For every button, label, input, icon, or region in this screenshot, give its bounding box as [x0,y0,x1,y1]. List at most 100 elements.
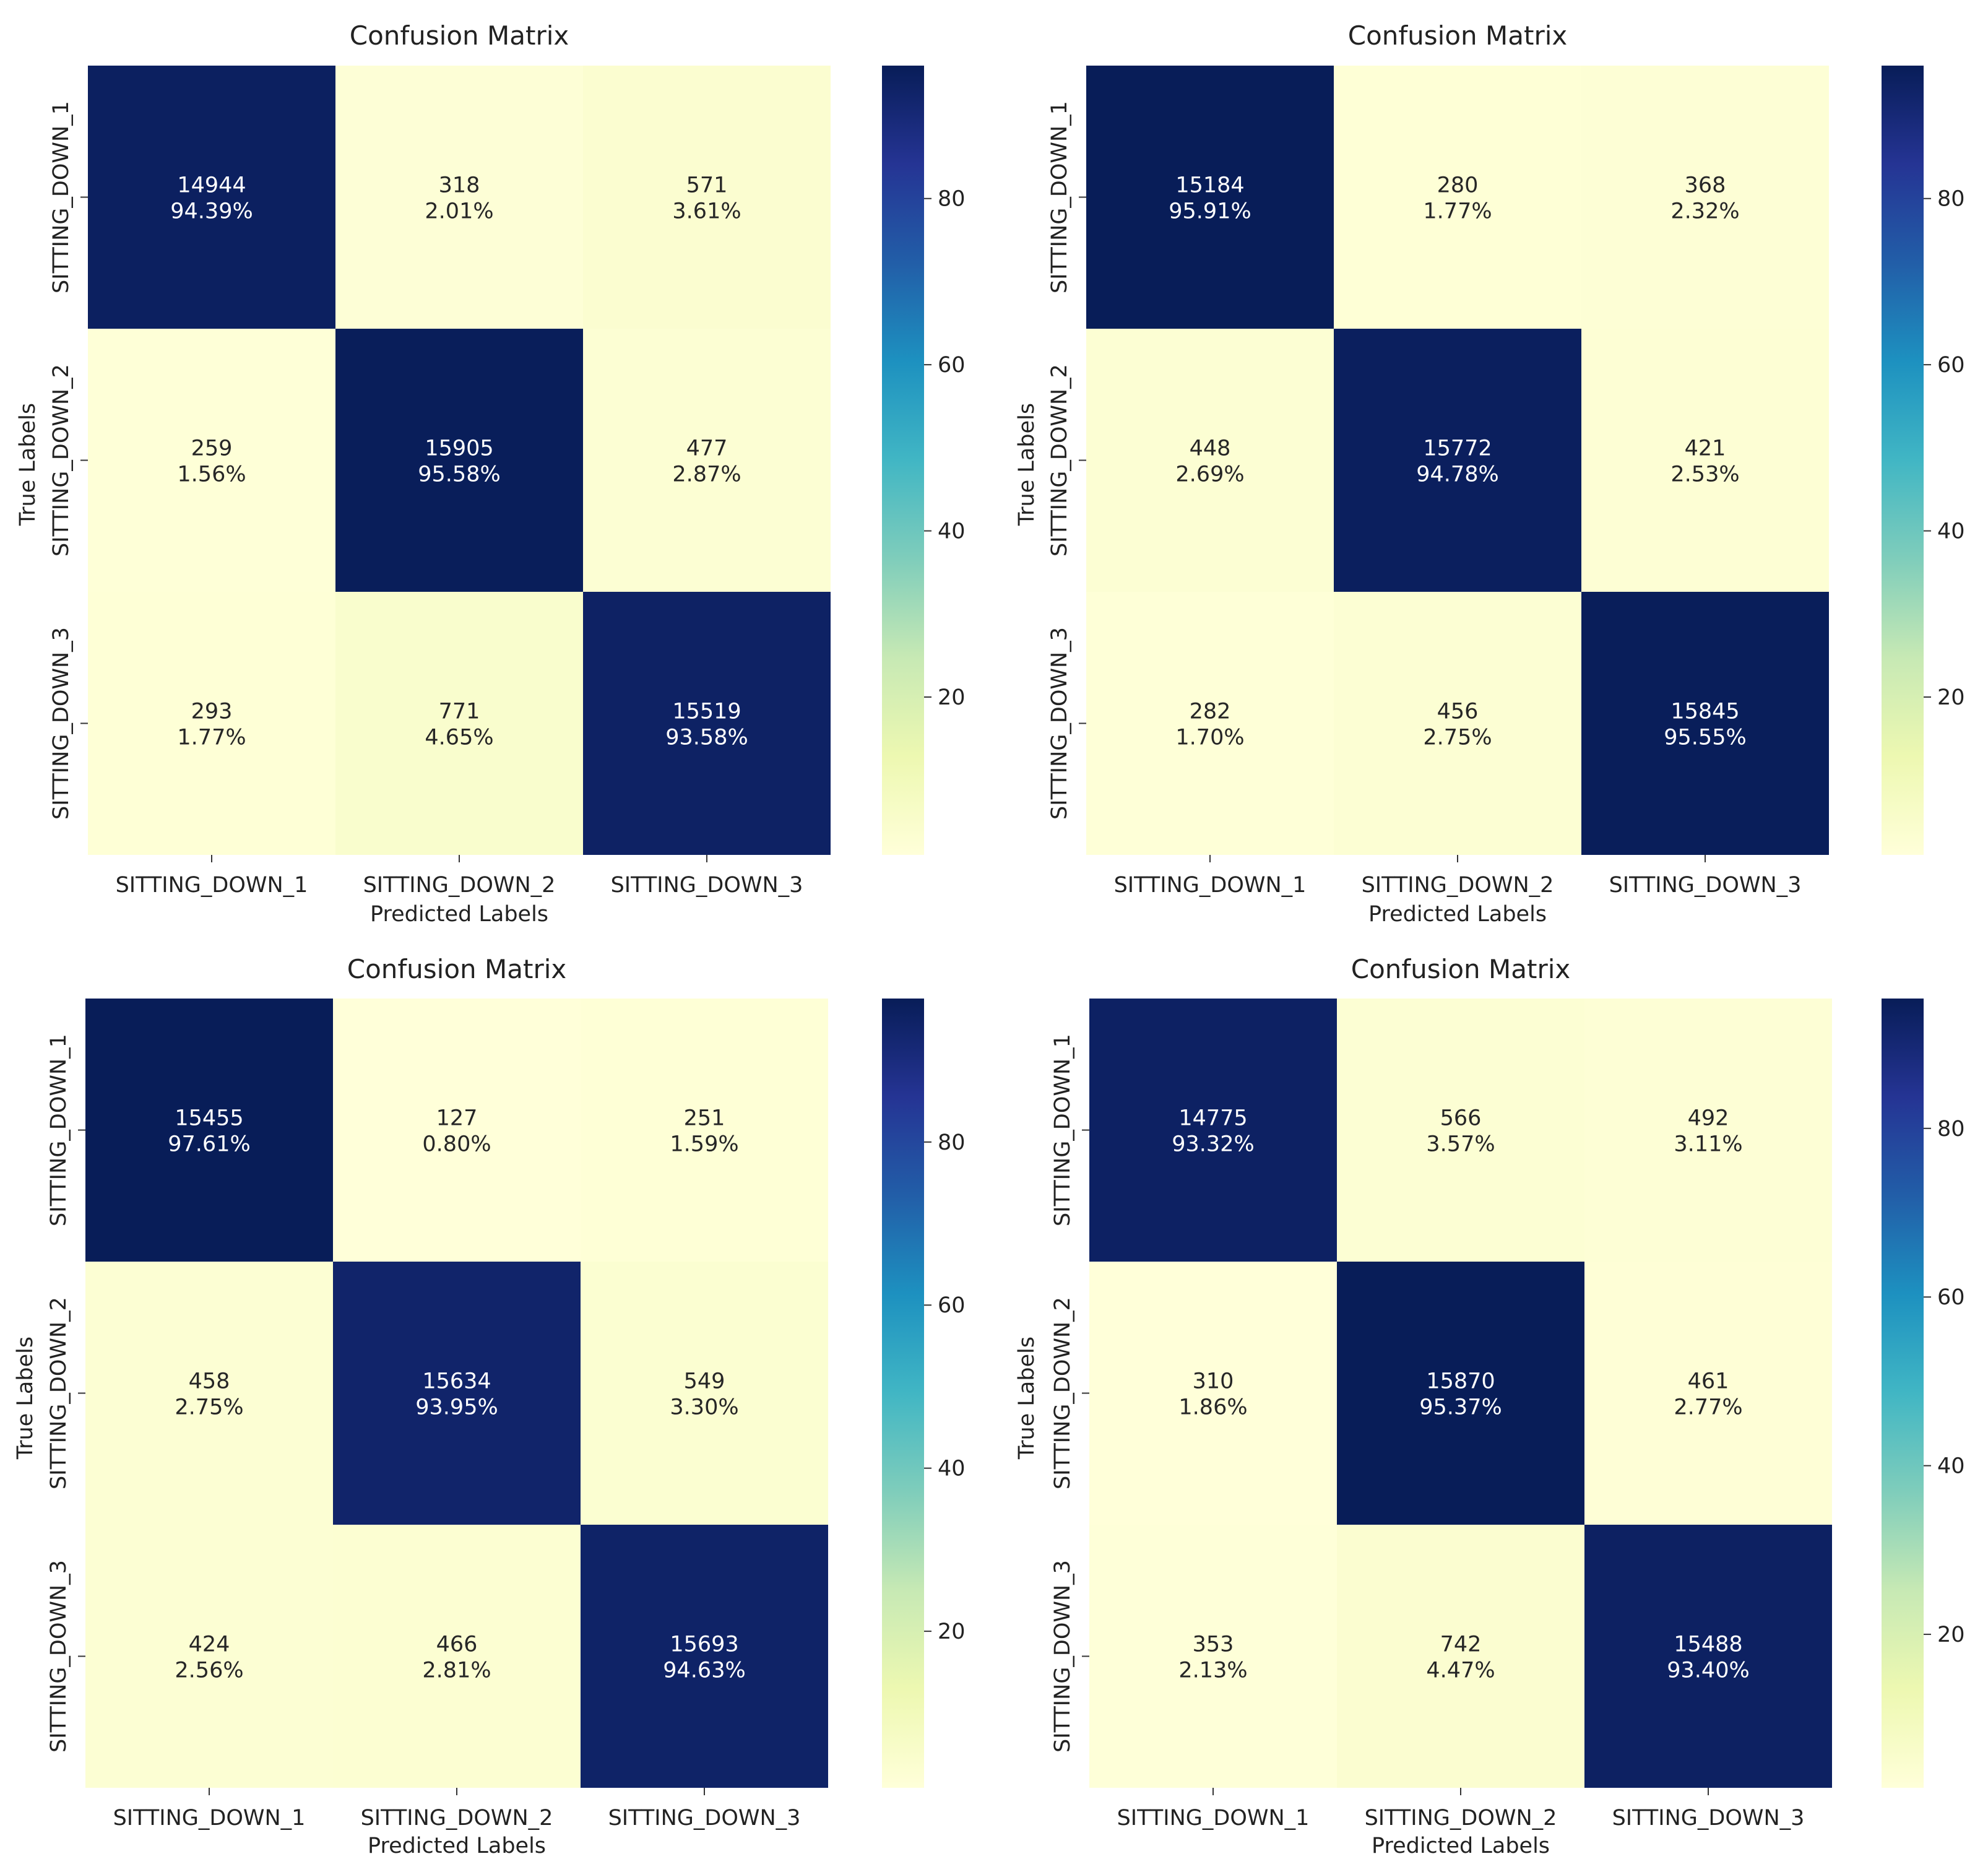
cell-count-label: 15488 [1674,1632,1742,1657]
heatmap-cell [335,66,583,329]
cell-percent-label: 3.61% [672,199,741,224]
cell-count-label: 259 [191,436,233,461]
colorbar-tick-label: 40 [1937,519,1965,544]
y-tick-label: SITTING_DOWN_3 [46,1560,71,1753]
cell-percent-label: 2.53% [1670,462,1739,487]
x-tick-label: SITTING_DOWN_3 [1612,1806,1805,1831]
y-tick-label: SITTING_DOWN_1 [1050,1034,1075,1226]
heatmap-cell [1089,999,1337,1262]
cell-count-label: 571 [686,173,728,198]
cell-percent-label: 1.86% [1178,1395,1247,1420]
cell-count-label: 461 [1688,1369,1729,1394]
heatmap-cell [1581,329,1829,592]
colorbar-tick-label: 80 [938,1130,966,1155]
cell-count-label: 310 [1193,1369,1234,1394]
heatmap-cell [1334,592,1581,855]
x-axis-label: Predicted Labels [370,902,548,927]
cell-count-label: 742 [1440,1632,1482,1657]
heatmap-cell [85,1525,333,1788]
cell-percent-label: 2.81% [422,1658,491,1683]
heatmap-cell [583,66,831,329]
colorbar-tick-label: 80 [1937,1117,1965,1142]
colorbar-tick-label: 20 [938,685,966,710]
cell-percent-label: 95.91% [1169,199,1251,224]
heatmap-cell [581,1525,828,1788]
cell-percent-label: 1.77% [1423,199,1492,224]
colorbar [1882,66,1924,855]
cell-percent-label: 94.63% [663,1658,745,1683]
cell-percent-label: 2.32% [1670,199,1739,224]
heatmap-cell [1086,66,1334,329]
x-axis-label: Predicted Labels [368,1834,546,1858]
heatmap-cell [335,592,583,855]
colorbar-tick-label: 40 [938,519,966,544]
cell-count-label: 466 [436,1632,478,1657]
cell-count-label: 15870 [1426,1369,1495,1394]
chart-title: Confusion Matrix [347,954,567,984]
cell-count-label: 456 [1437,700,1479,724]
heatmap-cell [1089,1525,1337,1788]
colorbar [1882,999,1924,1788]
colorbar-tick-label: 20 [1937,685,1965,710]
cell-percent-label: 4.47% [1426,1658,1495,1683]
x-tick-label: SITTING_DOWN_1 [116,873,308,898]
x-tick-label: SITTING_DOWN_3 [608,1806,801,1831]
heatmap-cell [1581,592,1829,855]
x-tick-label: SITTING_DOWN_1 [113,1806,306,1831]
heatmap-cell [88,592,335,855]
heatmap-cell [1584,999,1832,1262]
heatmap-cell [88,66,335,329]
cell-percent-label: 2.13% [1178,1658,1247,1683]
cell-percent-label: 95.58% [418,462,500,487]
heatmap-cell [1089,1262,1337,1525]
cell-percent-label: 2.69% [1175,462,1244,487]
y-axis-label: True Labels [1014,1337,1039,1460]
confusion-matrix-panel-2: Confusion Matrix1518495.91%2801.77%3682.… [1014,20,1965,927]
cell-count-label: 15845 [1670,700,1739,724]
chart-title: Confusion Matrix [1348,20,1568,51]
heatmap-cell [1337,1525,1584,1788]
heatmap-cell [333,1262,581,1525]
y-tick-label: SITTING_DOWN_2 [49,364,74,557]
heatmap-cell [1086,329,1334,592]
cell-percent-label: 2.75% [175,1395,243,1420]
y-tick-label: SITTING_DOWN_2 [1050,1297,1075,1489]
heatmap-cell [85,999,333,1262]
cell-count-label: 127 [436,1106,478,1131]
y-tick-label: SITTING_DOWN_1 [49,101,74,293]
cell-percent-label: 95.55% [1664,726,1746,750]
colorbar-tick-label: 40 [1937,1454,1965,1479]
colorbar-tick-label: 20 [1937,1623,1965,1647]
cell-count-label: 549 [684,1369,725,1394]
cell-count-label: 15693 [670,1632,738,1657]
cell-percent-label: 2.77% [1674,1395,1742,1420]
heatmap-cell [1581,66,1829,329]
heatmap-cell [335,329,583,592]
chart-title: Confusion Matrix [1351,954,1571,984]
cell-count-label: 318 [439,173,480,198]
cell-count-label: 492 [1688,1106,1729,1131]
y-axis-label: True Labels [13,1337,38,1460]
cell-percent-label: 93.32% [1172,1132,1254,1157]
heatmap-cell [1334,329,1581,592]
cell-count-label: 566 [1440,1106,1482,1131]
x-tick-label: SITTING_DOWN_2 [1365,1806,1557,1831]
cell-percent-label: 1.70% [1175,726,1244,750]
cell-percent-label: 93.40% [1667,1658,1749,1683]
heatmap-cell [581,1262,828,1525]
x-tick-label: SITTING_DOWN_1 [1117,1806,1310,1831]
x-tick-label: SITTING_DOWN_2 [363,873,556,898]
heatmap-cell [1337,1262,1584,1525]
cell-count-label: 477 [686,436,728,461]
heatmap-cell [88,329,335,592]
x-axis-label: Predicted Labels [1372,1834,1550,1858]
y-tick-label: SITTING_DOWN_1 [1047,101,1072,293]
cell-percent-label: 1.77% [177,726,246,750]
y-tick-label: SITTING_DOWN_3 [49,627,74,820]
cell-count-label: 15184 [1175,173,1244,198]
heatmap-cell [1584,1262,1832,1525]
cell-count-label: 14775 [1178,1106,1247,1131]
colorbar-tick-label: 60 [1937,353,1965,378]
